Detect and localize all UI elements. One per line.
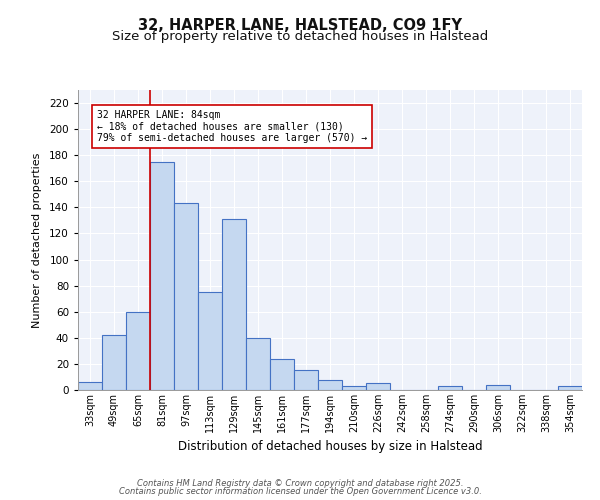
Text: Size of property relative to detached houses in Halstead: Size of property relative to detached ho…: [112, 30, 488, 43]
Bar: [174, 204, 198, 390]
Bar: [150, 162, 174, 390]
Text: Contains public sector information licensed under the Open Government Licence v3: Contains public sector information licen…: [119, 487, 481, 496]
Bar: [102, 335, 126, 390]
Y-axis label: Number of detached properties: Number of detached properties: [32, 152, 42, 328]
Text: 32 HARPER LANE: 84sqm
← 18% of detached houses are smaller (130)
79% of semi-det: 32 HARPER LANE: 84sqm ← 18% of detached …: [97, 110, 367, 143]
Bar: [366, 384, 390, 390]
Bar: [318, 380, 342, 390]
Bar: [558, 386, 582, 390]
Bar: [246, 338, 270, 390]
Bar: [438, 386, 462, 390]
Bar: [222, 219, 246, 390]
X-axis label: Distribution of detached houses by size in Halstead: Distribution of detached houses by size …: [178, 440, 482, 454]
Bar: [294, 370, 318, 390]
Bar: [126, 312, 150, 390]
Text: 32, HARPER LANE, HALSTEAD, CO9 1FY: 32, HARPER LANE, HALSTEAD, CO9 1FY: [138, 18, 462, 32]
Bar: [198, 292, 222, 390]
Bar: [270, 358, 294, 390]
Bar: [342, 386, 366, 390]
Bar: [486, 385, 510, 390]
Bar: [78, 382, 102, 390]
Text: Contains HM Land Registry data © Crown copyright and database right 2025.: Contains HM Land Registry data © Crown c…: [137, 478, 463, 488]
